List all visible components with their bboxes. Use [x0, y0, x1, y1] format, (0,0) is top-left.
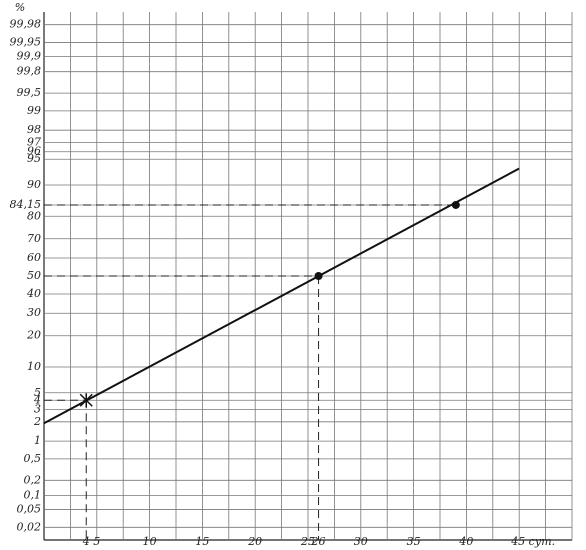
y-tick-label: 0,5: [24, 452, 42, 465]
y-tick-label: 0,02: [17, 520, 42, 533]
y-tick-label: 3: [34, 403, 41, 416]
y-tick-label: 1: [34, 434, 41, 447]
y-unit: %: [15, 1, 25, 14]
y-tick-label: 90: [27, 178, 41, 191]
y-tick-label: 99,98: [10, 18, 42, 31]
y-tick-label: 99,9: [17, 50, 42, 63]
point: [314, 272, 323, 280]
x-tick-label: 15: [195, 535, 209, 548]
y-tick-label: 0,05: [17, 503, 42, 516]
y-tick-label: 60: [27, 251, 41, 264]
x-tick-label: 25: [300, 535, 315, 548]
y-tick-label: 84,15: [10, 198, 42, 211]
y-tick-label: 0,1: [24, 488, 42, 501]
y-tick-label: 95: [27, 152, 41, 165]
x-tick-label: 26: [311, 535, 326, 548]
y-tick-label: 99: [27, 104, 41, 117]
x-tick-label: 40: [458, 535, 473, 548]
y-tick-label: 70: [27, 232, 41, 245]
x-tick-label: 10: [143, 535, 157, 548]
y-tick-label: 10: [27, 360, 41, 373]
y-tick-label: 0,2: [24, 473, 42, 486]
x-tick-label: 20: [247, 535, 262, 548]
y-tick-label: 80: [27, 209, 41, 222]
y-tick-label: 99,95: [10, 35, 42, 48]
y-tick-label: 5: [34, 386, 41, 399]
x-tick-label: 45 сут.: [510, 535, 555, 548]
x-tick-label: 35: [407, 535, 421, 548]
fit-line: [43, 167, 520, 425]
y-tick-label: 98: [27, 123, 41, 136]
x-tick-label: 5: [93, 535, 100, 548]
x-tick-label: 30: [354, 535, 368, 548]
y-tick-label: 40: [26, 287, 41, 300]
y-tick-label: 20: [26, 329, 41, 342]
y-tick-label: 50: [27, 269, 41, 282]
y-tick-label: 30: [27, 306, 41, 319]
y-tick-label: 96: [27, 145, 41, 158]
point: [451, 200, 460, 209]
y-tick-label: 99,5: [17, 86, 42, 99]
y-tick-label: 4: [33, 393, 41, 406]
x-tick-label: 4: [82, 535, 90, 548]
y-tick-label: 97: [27, 135, 41, 148]
point: [79, 393, 93, 408]
y-tick-label: 2: [33, 415, 41, 428]
y-tick-label: 99,8: [17, 65, 42, 78]
